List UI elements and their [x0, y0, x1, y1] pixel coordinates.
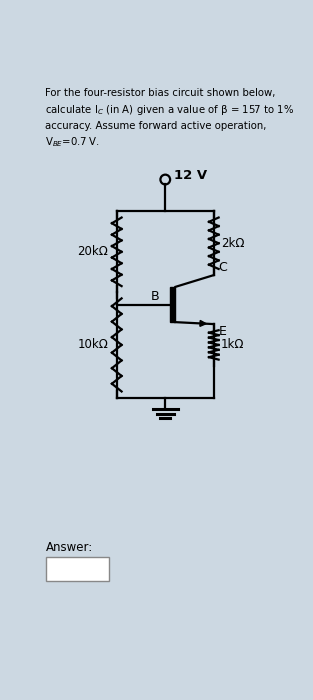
- Polygon shape: [200, 321, 206, 326]
- Text: Answer:: Answer:: [46, 541, 94, 554]
- Bar: [170, 287, 176, 322]
- Text: 1kΩ: 1kΩ: [221, 338, 244, 351]
- Text: B: B: [151, 290, 159, 303]
- Text: 2kΩ: 2kΩ: [221, 237, 244, 250]
- Text: For the four-resistor bias circuit shown below,
calculate I$_C$ (in A) given a v: For the four-resistor bias circuit shown…: [45, 88, 295, 150]
- Text: 12 V: 12 V: [174, 169, 207, 183]
- Text: 10kΩ: 10kΩ: [77, 338, 108, 351]
- Text: E: E: [218, 326, 227, 338]
- Bar: [46, 557, 110, 581]
- Text: 20kΩ: 20kΩ: [77, 245, 108, 258]
- Text: C: C: [218, 261, 227, 274]
